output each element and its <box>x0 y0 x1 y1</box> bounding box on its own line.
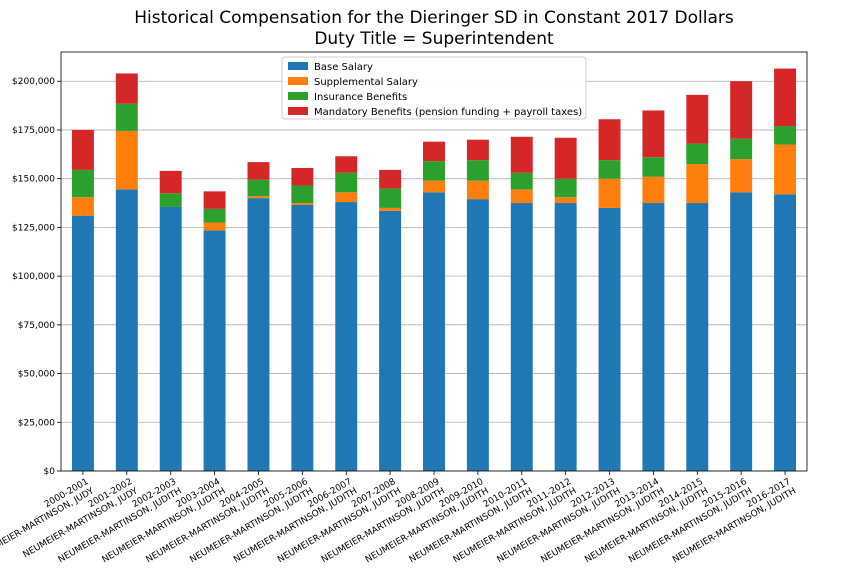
y-tick-label: $175,000 <box>12 126 55 136</box>
bar-segment-base-salary <box>686 203 709 471</box>
bar-segment-insurance-benefits <box>554 178 577 198</box>
bar-segment-supplemental-salary <box>247 196 270 199</box>
legend-box <box>281 56 587 120</box>
bar-segment-mandatory-benefits-pension-funding-payroll-taxes <box>642 110 665 158</box>
bar-segment-mandatory-benefits-pension-funding-payroll-taxes <box>510 136 533 173</box>
bar-segment-insurance-benefits <box>686 143 709 165</box>
y-tick-label: $50,000 <box>18 370 55 380</box>
y-tick-label: $25,000 <box>18 418 55 428</box>
bar-segment-insurance-benefits <box>423 161 445 181</box>
bar-segment-base-salary <box>291 204 314 472</box>
bar-segment-insurance-benefits <box>774 126 797 145</box>
bar-segment-supplemental-salary <box>554 197 577 204</box>
legend-swatch <box>288 77 308 85</box>
bar-segment-insurance-benefits <box>335 172 358 193</box>
legend-label: Base Salary <box>314 62 373 73</box>
plot-frame <box>60 51 808 472</box>
chart-title-block: Historical Compensation for the Dieringe… <box>0 8 864 50</box>
bar-segment-insurance-benefits <box>247 179 270 197</box>
legend-label: Supplemental Salary <box>314 77 418 88</box>
bar-segment-supplemental-salary <box>598 178 621 208</box>
bar-segment-supplemental-salary <box>730 159 753 193</box>
chart-subtitle: Duty Title = Superintendent <box>314 29 554 49</box>
legend-swatch <box>288 92 308 100</box>
bar-segment-base-salary <box>730 192 753 471</box>
chart-title: Historical Compensation for the Dieringe… <box>134 8 734 28</box>
bar-segment-base-salary <box>642 203 665 471</box>
bar-segment-mandatory-benefits-pension-funding-payroll-taxes <box>774 68 797 127</box>
bar-segment-insurance-benefits <box>71 169 94 198</box>
bar-segment-supplemental-salary <box>466 180 489 200</box>
bar-segment-insurance-benefits <box>642 157 665 177</box>
bar-segment-mandatory-benefits-pension-funding-payroll-taxes <box>247 162 270 180</box>
bar-segment-mandatory-benefits-pension-funding-payroll-taxes <box>115 73 138 104</box>
bar-segment-base-salary <box>203 230 226 471</box>
bar-segment-insurance-benefits <box>466 160 489 181</box>
bar-segment-supplemental-salary <box>335 192 358 203</box>
bar-segment-mandatory-benefits-pension-funding-payroll-taxes <box>335 156 358 173</box>
bar-segment-base-salary <box>554 203 577 471</box>
legend-swatch <box>288 107 308 115</box>
bar-segment-supplemental-salary <box>291 203 314 205</box>
bar-segment-base-salary <box>466 199 489 471</box>
bar-segment-mandatory-benefits-pension-funding-payroll-taxes <box>730 81 753 139</box>
bar-segment-mandatory-benefits-pension-funding-payroll-taxes <box>203 191 226 209</box>
y-tick-label: $100,000 <box>12 272 55 282</box>
bar-segment-mandatory-benefits-pension-funding-payroll-taxes <box>423 141 445 162</box>
bar-segment-insurance-benefits <box>159 193 182 207</box>
bar-segment-base-salary <box>510 203 533 471</box>
bar-segment-mandatory-benefits-pension-funding-payroll-taxes <box>159 170 182 194</box>
bar-segment-supplemental-salary <box>774 144 797 195</box>
bar-segment-base-salary <box>115 189 138 472</box>
bar-segment-mandatory-benefits-pension-funding-payroll-taxes <box>71 129 94 170</box>
bar-segment-supplemental-salary <box>686 164 709 204</box>
bar-segment-supplemental-salary <box>115 130 138 190</box>
bar-segment-base-salary <box>335 202 358 471</box>
legend-label: Insurance Benefits <box>314 92 407 103</box>
bar-segment-base-salary <box>159 206 182 471</box>
bar-segment-insurance-benefits <box>115 103 138 131</box>
legend-label: Mandatory Benefits (pension funding + pa… <box>314 107 582 118</box>
bar-segment-insurance-benefits <box>598 160 621 179</box>
bar-segment-insurance-benefits <box>379 188 402 208</box>
bar-segment-supplemental-salary <box>71 197 94 216</box>
y-tick-label: $150,000 <box>12 175 55 185</box>
bar-segment-insurance-benefits <box>203 208 226 223</box>
bar-segment-supplemental-salary <box>423 180 445 193</box>
y-tick-label: $0 <box>44 467 56 477</box>
bar-segment-insurance-benefits <box>510 172 533 190</box>
bar-segment-insurance-benefits <box>291 185 314 204</box>
bar-segment-base-salary <box>423 192 445 471</box>
bar-segment-insurance-benefits <box>730 138 753 160</box>
bar-segment-base-salary <box>774 194 797 471</box>
bar-segment-supplemental-salary <box>642 176 665 204</box>
bar-segment-base-salary <box>598 207 621 471</box>
bar-segment-supplemental-salary <box>203 222 226 231</box>
y-tick-label: $200,000 <box>12 77 55 87</box>
bar-segment-mandatory-benefits-pension-funding-payroll-taxes <box>598 119 621 161</box>
bar-segment-supplemental-salary <box>379 207 402 211</box>
legend-swatch <box>288 62 308 70</box>
bar-segment-mandatory-benefits-pension-funding-payroll-taxes <box>466 139 489 161</box>
bar-segment-mandatory-benefits-pension-funding-payroll-taxes <box>379 169 402 189</box>
bar-segment-base-salary <box>379 210 402 471</box>
y-tick-label: $125,000 <box>12 223 55 233</box>
bar-segment-base-salary <box>71 215 94 471</box>
bar-segment-supplemental-salary <box>510 189 533 204</box>
bar-segment-mandatory-benefits-pension-funding-payroll-taxes <box>686 94 709 144</box>
y-tick-label: $75,000 <box>18 321 55 331</box>
bar-segment-base-salary <box>247 198 270 472</box>
bar-segment-mandatory-benefits-pension-funding-payroll-taxes <box>554 137 577 179</box>
bar-segment-mandatory-benefits-pension-funding-payroll-taxes <box>291 167 314 186</box>
